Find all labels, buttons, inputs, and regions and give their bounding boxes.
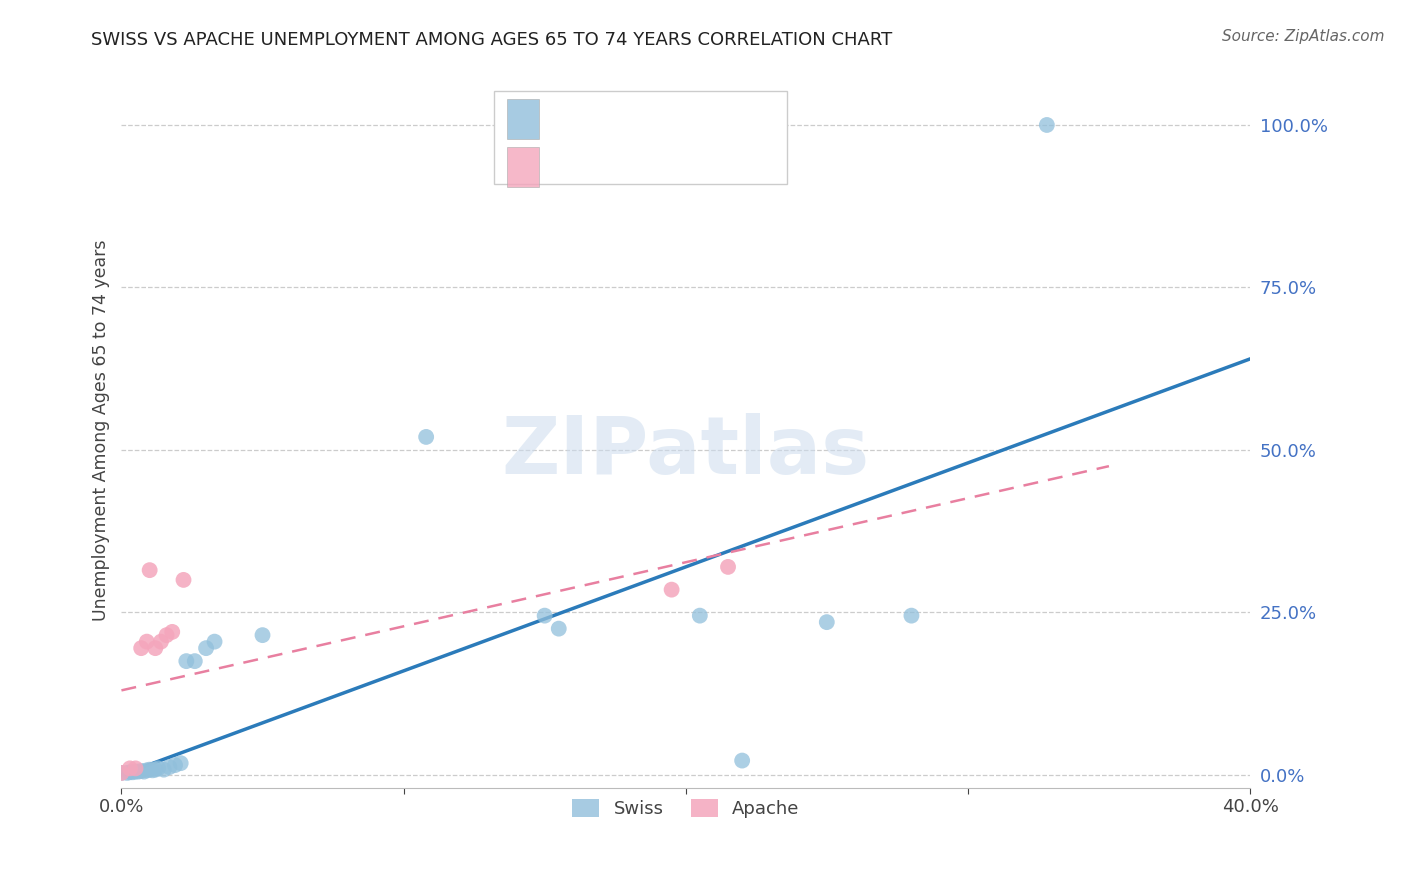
Point <box>160 624 183 639</box>
Point <box>135 764 157 778</box>
Point <box>184 654 207 668</box>
Text: 0.714: 0.714 <box>592 110 650 128</box>
Point <box>138 763 160 777</box>
Text: 0.564: 0.564 <box>592 158 650 176</box>
Point <box>143 641 166 656</box>
Text: SWISS VS APACHE UNEMPLOYMENT AMONG AGES 65 TO 74 YEARS CORRELATION CHART: SWISS VS APACHE UNEMPLOYMENT AMONG AGES … <box>91 31 893 49</box>
Point <box>731 754 754 768</box>
Point <box>900 608 922 623</box>
Point <box>165 758 187 772</box>
Point <box>141 764 163 778</box>
Point <box>176 654 198 668</box>
FancyBboxPatch shape <box>508 147 538 186</box>
Point <box>143 763 166 777</box>
Point <box>689 608 711 623</box>
Point <box>127 764 149 779</box>
Legend: Swiss, Apache: Swiss, Apache <box>565 791 807 825</box>
Text: 30: 30 <box>704 110 730 128</box>
Point <box>152 763 174 777</box>
Text: N =: N = <box>648 158 700 176</box>
Point <box>252 628 274 642</box>
Text: Source: ZipAtlas.com: Source: ZipAtlas.com <box>1222 29 1385 44</box>
Point <box>146 761 169 775</box>
Point <box>121 765 143 780</box>
Text: R =: R = <box>553 158 592 176</box>
Point <box>1036 118 1059 132</box>
Point <box>124 761 146 775</box>
Point <box>135 634 157 648</box>
Point <box>110 765 132 780</box>
Point <box>110 765 132 780</box>
Text: ZIPatlas: ZIPatlas <box>502 413 870 491</box>
Point <box>155 628 177 642</box>
Text: N =: N = <box>648 110 700 128</box>
Point <box>204 634 226 648</box>
Point <box>138 563 160 577</box>
Point <box>129 641 152 656</box>
FancyBboxPatch shape <box>494 91 787 184</box>
Point <box>661 582 683 597</box>
Point <box>157 760 180 774</box>
FancyBboxPatch shape <box>508 99 538 139</box>
Y-axis label: Unemployment Among Ages 65 to 74 years: Unemployment Among Ages 65 to 74 years <box>93 240 110 621</box>
Point <box>132 764 155 779</box>
Point <box>173 573 195 587</box>
Point <box>129 764 152 778</box>
Point <box>115 765 138 780</box>
Point <box>717 560 740 574</box>
Point <box>149 634 172 648</box>
Point <box>815 615 838 629</box>
Point <box>415 430 437 444</box>
Point <box>533 608 555 623</box>
Text: R =: R = <box>553 110 592 128</box>
Point <box>195 641 218 656</box>
Point <box>118 765 141 780</box>
Text: 13: 13 <box>704 158 730 176</box>
Point <box>118 761 141 775</box>
Point <box>170 756 193 771</box>
Point <box>547 622 569 636</box>
Point <box>124 764 146 779</box>
